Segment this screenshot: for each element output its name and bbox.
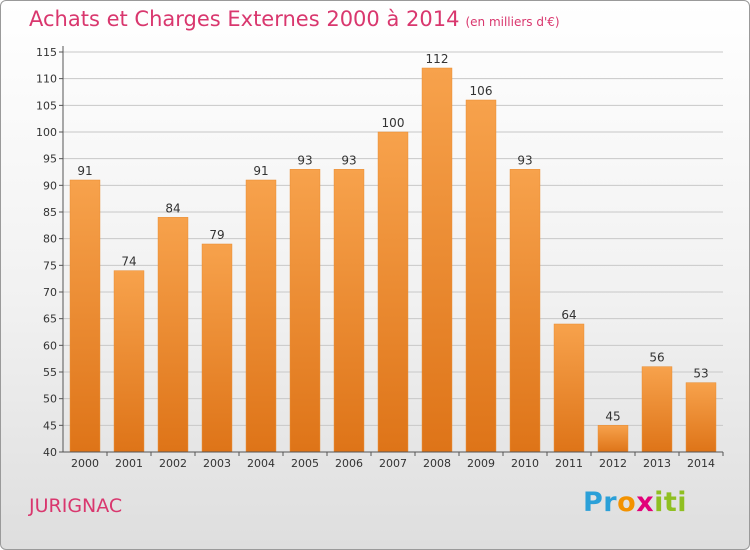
x-tick-label-2000: 2000 — [71, 457, 99, 470]
chart-title: Achats et Charges Externes 2000 à 2014 (e… — [29, 7, 560, 31]
bar-2007[interactable] — [377, 131, 409, 453]
x-tick-label-2014: 2014 — [687, 457, 715, 470]
x-tick-label-2012: 2012 — [599, 457, 627, 470]
y-tick-label: 65 — [43, 313, 57, 326]
bar-2012[interactable] — [597, 425, 629, 453]
y-tick-label: 55 — [43, 366, 57, 379]
y-tick-label: 70 — [43, 286, 57, 299]
value-label-2003: 79 — [209, 228, 224, 242]
bar-2011[interactable] — [553, 323, 585, 453]
y-tick-label: 100 — [36, 126, 57, 139]
data-labels: 91 74 84 79 91 93 93 100 112 106 93 64 45 56 53 — [77, 52, 708, 423]
x-tick-label-2002: 2002 — [159, 457, 187, 470]
value-label-2008: 112 — [426, 52, 449, 66]
value-label-2005: 93 — [297, 153, 312, 167]
value-label-2000: 91 — [77, 164, 92, 178]
y-tick-label: 110 — [36, 73, 57, 86]
logo-letter: x — [636, 487, 655, 518]
y-tick-label: 75 — [43, 259, 57, 272]
value-label-2012: 45 — [605, 409, 620, 423]
logo-letter: P — [583, 487, 604, 518]
value-label-2009: 106 — [470, 84, 493, 98]
value-label-2002: 84 — [165, 201, 180, 215]
y-tick-label: 60 — [43, 339, 57, 352]
place-name: JURIGNAC — [29, 495, 123, 517]
x-tick-label-2011: 2011 — [555, 457, 583, 470]
logo-letter: i — [677, 487, 688, 518]
bar-2004[interactable] — [245, 179, 277, 453]
bar-2005[interactable] — [289, 169, 321, 453]
bars — [69, 67, 717, 453]
y-tick-label: 80 — [43, 233, 57, 246]
x-axis-ticks: 2000 2001 2002 2003 2004 2005 2006 2007 2008 2009… — [71, 452, 724, 470]
bar-2006[interactable] — [333, 169, 365, 453]
value-label-2011: 64 — [561, 308, 576, 322]
axes — [62, 46, 723, 453]
x-tick-label-2008: 2008 — [423, 457, 451, 470]
bar-2010[interactable] — [509, 169, 541, 453]
y-tick-label: 85 — [43, 206, 57, 219]
value-label-2013: 56 — [649, 351, 664, 365]
x-tick-label-2005: 2005 — [291, 457, 319, 470]
bar-2014[interactable] — [685, 382, 717, 453]
value-label-2004: 91 — [253, 164, 268, 178]
proxiti-logo[interactable]: Proxiti — [583, 487, 687, 518]
y-axis-ticks: 40 45 50 55 60 65 70 75 80 85 90 95 100 105 110 115 — [36, 46, 63, 459]
value-label-2014: 53 — [693, 367, 708, 381]
y-tick-label: 40 — [43, 446, 57, 459]
bar-2003[interactable] — [201, 243, 233, 453]
bar-2009[interactable] — [465, 99, 497, 453]
chart-title-text: Achats et Charges Externes 2000 à 2014 — [29, 7, 460, 31]
x-tick-label-2013: 2013 — [643, 457, 671, 470]
value-label-2007: 100 — [382, 116, 405, 130]
bar-2002[interactable] — [157, 217, 189, 453]
logo-letter: t — [663, 487, 678, 518]
y-tick-label: 115 — [36, 46, 57, 59]
value-label-2006: 93 — [341, 153, 356, 167]
y-tick-label: 45 — [43, 419, 57, 432]
logo-letter: r — [603, 487, 618, 518]
x-tick-label-2009: 2009 — [467, 457, 495, 470]
x-tick-label-2003: 2003 — [203, 457, 231, 470]
x-tick-label-2007: 2007 — [379, 457, 407, 470]
x-tick-label-2006: 2006 — [335, 457, 363, 470]
bar-2001[interactable] — [113, 270, 145, 453]
y-tick-label: 90 — [43, 179, 57, 192]
bar-2013[interactable] — [641, 366, 673, 453]
value-label-2010: 93 — [517, 153, 532, 167]
bar-2000[interactable] — [69, 179, 101, 453]
y-tick-label: 105 — [36, 99, 57, 112]
x-tick-label-2004: 2004 — [247, 457, 275, 470]
y-tick-label: 95 — [43, 153, 57, 166]
logo-letter: i — [654, 487, 664, 518]
value-label-2001: 74 — [121, 255, 136, 269]
y-tick-label: 50 — [43, 393, 57, 406]
unit-label: (en milliers d'€) — [465, 15, 560, 29]
bar-2008[interactable] — [421, 67, 453, 453]
x-tick-label-2010: 2010 — [511, 457, 539, 470]
x-tick-label-2001: 2001 — [115, 457, 143, 470]
logo-letter: o — [617, 487, 637, 518]
